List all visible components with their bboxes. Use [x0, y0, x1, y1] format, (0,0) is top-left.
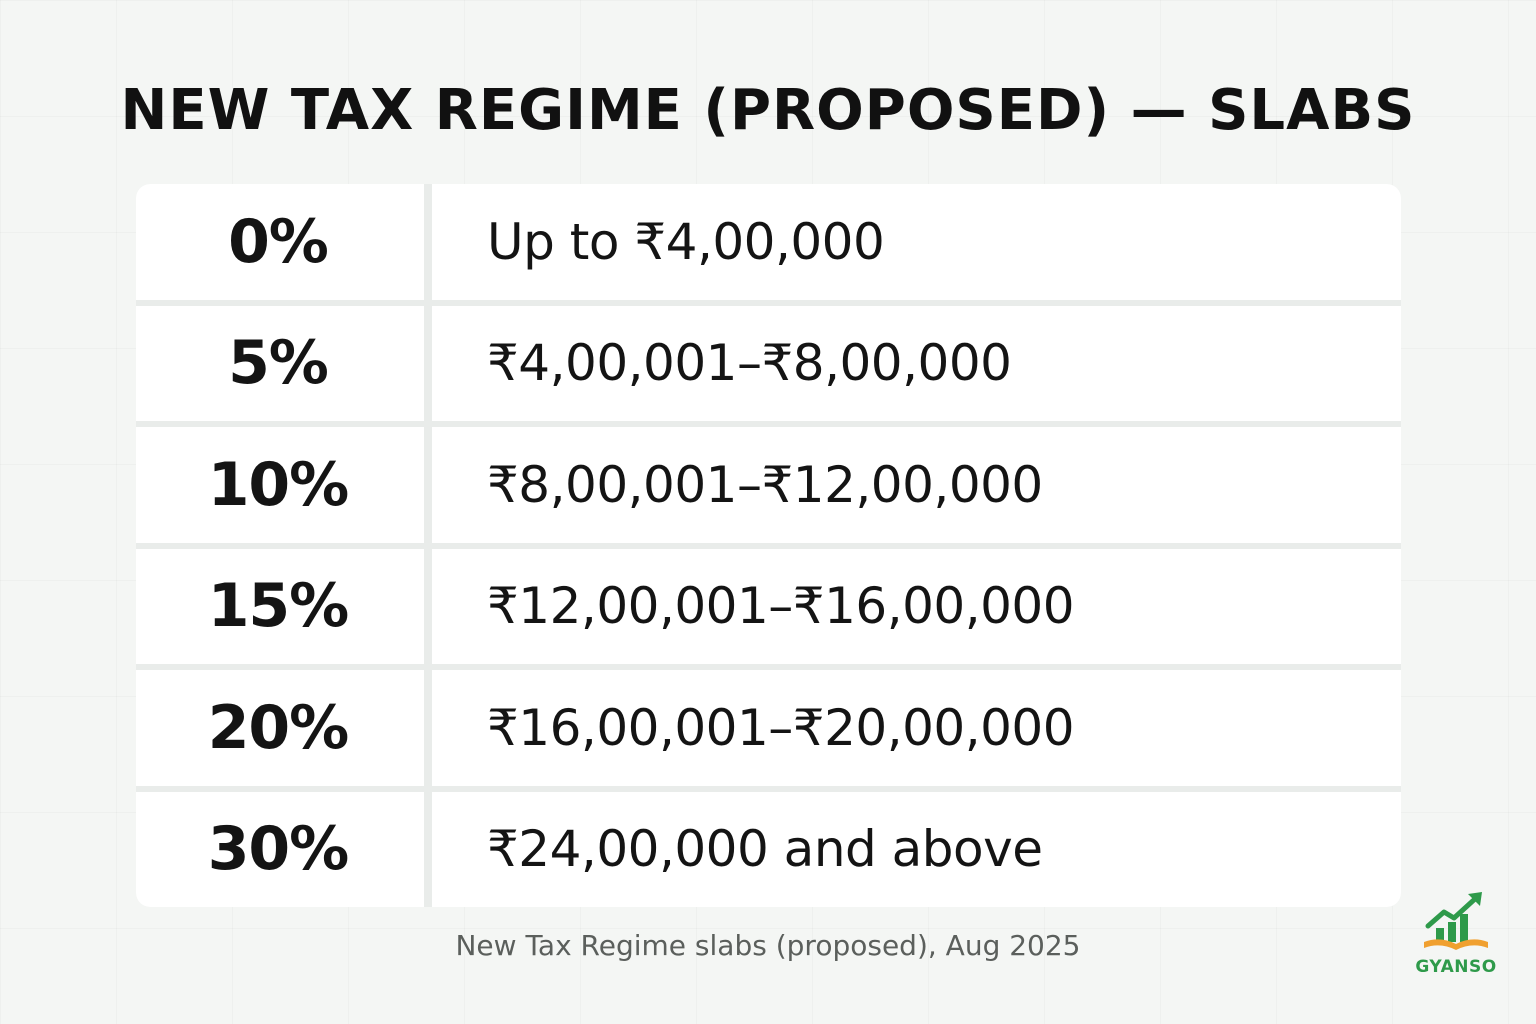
income-range-cell: ₹16,00,001–₹20,00,000 — [432, 670, 1401, 786]
table-row: 10% ₹8,00,001–₹12,00,000 — [136, 427, 1401, 543]
income-range-cell: Up to ₹4,00,000 — [432, 184, 1401, 300]
table-row: 15% ₹12,00,001–₹16,00,000 — [136, 548, 1401, 664]
income-range-cell: ₹24,00,000 and above — [432, 791, 1401, 907]
table-row: 5% ₹4,00,001–₹8,00,000 — [136, 305, 1401, 421]
income-range-cell: ₹8,00,001–₹12,00,000 — [432, 427, 1401, 543]
tax-rate-cell: 20% — [136, 670, 424, 786]
gyanso-logo: GYANSO — [1408, 890, 1504, 986]
table-row: 30% ₹24,00,000 and above — [136, 791, 1401, 907]
table-row: 20% ₹16,00,001–₹20,00,000 — [136, 670, 1401, 786]
tax-rate-cell: 15% — [136, 548, 424, 664]
income-range-cell: ₹4,00,001–₹8,00,000 — [432, 305, 1401, 421]
growth-chart-book-icon — [1424, 892, 1488, 950]
tax-slab-table: 0% Up to ₹4,00,000 5% ₹4,00,001–₹8,00,00… — [136, 184, 1401, 907]
tax-rate-cell: 0% — [136, 184, 424, 300]
logo-text: GYANSO — [1415, 957, 1497, 977]
page-title: NEW TAX REGIME (PROPOSED) — SLABS — [120, 78, 1416, 143]
tax-rate-cell: 10% — [136, 427, 424, 543]
caption: New Tax Regime slabs (proposed), Aug 202… — [455, 929, 1081, 962]
table-row: 0% Up to ₹4,00,000 — [136, 184, 1401, 300]
income-range-cell: ₹12,00,001–₹16,00,000 — [432, 548, 1401, 664]
tax-rate-cell: 5% — [136, 305, 424, 421]
tax-rate-cell: 30% — [136, 791, 424, 907]
